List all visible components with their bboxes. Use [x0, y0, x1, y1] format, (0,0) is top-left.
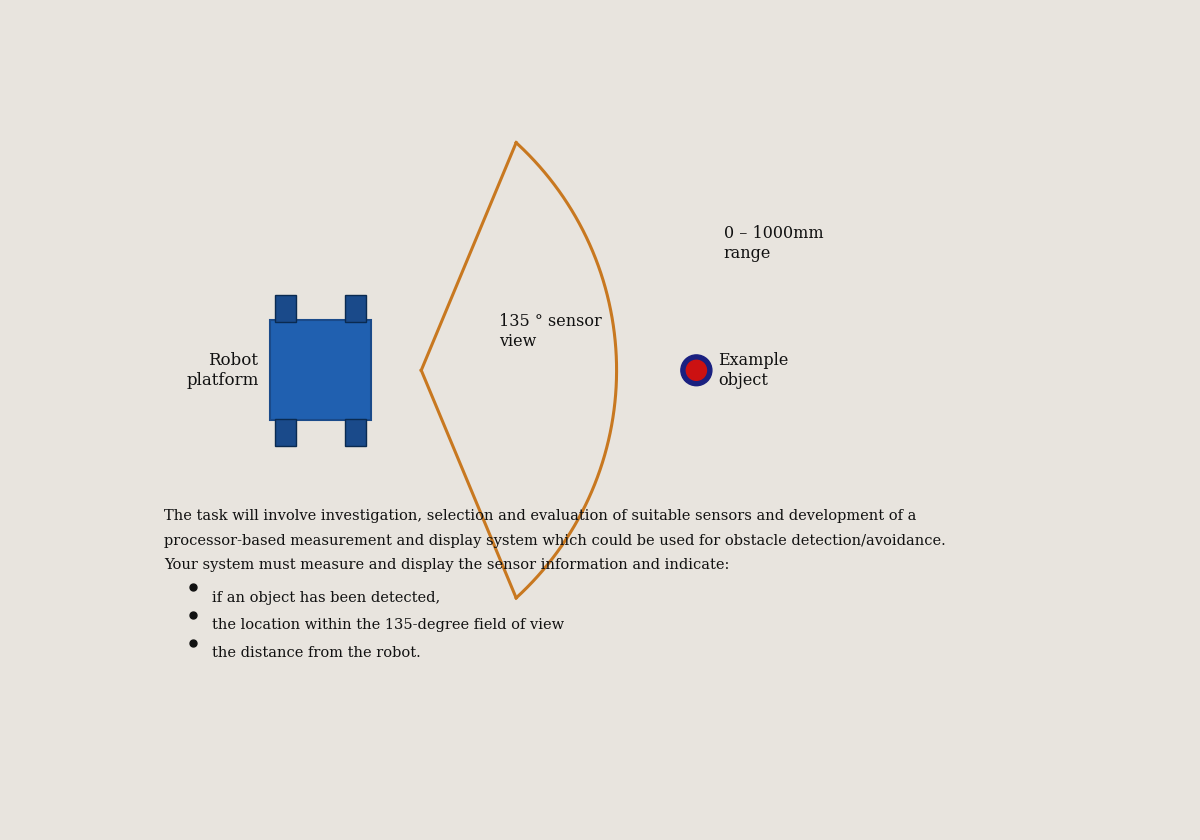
- Text: if an object has been detected,: if an object has been detected,: [212, 591, 440, 605]
- Text: 135 ° sensor
view: 135 ° sensor view: [499, 313, 601, 350]
- FancyBboxPatch shape: [344, 419, 366, 446]
- FancyBboxPatch shape: [270, 320, 371, 420]
- Text: the distance from the robot.: the distance from the robot.: [212, 646, 421, 660]
- Text: the location within the 135-degree field of view: the location within the 135-degree field…: [212, 618, 564, 633]
- Text: Example
object: Example object: [718, 352, 788, 389]
- Circle shape: [686, 360, 707, 381]
- Circle shape: [680, 354, 712, 386]
- FancyBboxPatch shape: [275, 295, 296, 322]
- FancyBboxPatch shape: [344, 295, 366, 322]
- Text: The task will involve investigation, selection and evaluation of suitable sensor: The task will involve investigation, sel…: [164, 509, 917, 522]
- Text: Your system must measure and display the sensor information and indicate:: Your system must measure and display the…: [164, 558, 730, 572]
- Text: 0 – 1000mm
range: 0 – 1000mm range: [724, 225, 823, 261]
- Text: Robot
platform: Robot platform: [186, 352, 258, 389]
- Text: processor-based measurement and display system which could be used for obstacle : processor-based measurement and display …: [164, 533, 946, 548]
- FancyBboxPatch shape: [275, 419, 296, 446]
